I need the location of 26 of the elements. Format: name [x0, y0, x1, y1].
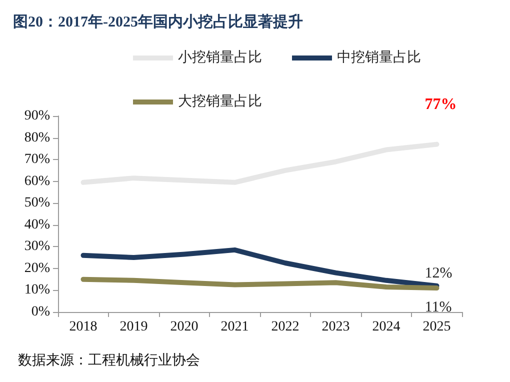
x-tick-label: 2023 [322, 320, 350, 334]
y-tick-label: 60% [24, 174, 50, 189]
y-tick-label: 50% [24, 196, 50, 211]
y-tick-label: 20% [24, 260, 50, 276]
legend-label: 小挖销量占比 [178, 50, 262, 66]
source-note: 数据来源：工程机械行业协会 [18, 352, 200, 368]
annotation: 12% [424, 265, 452, 282]
y-tick-label: 10% [24, 282, 50, 298]
y-tick-label: 80% [24, 130, 50, 146]
x-tick-label: 2022 [271, 320, 300, 334]
x-tick-label: 2024 [372, 320, 400, 334]
y-tick-label: 0% [31, 304, 50, 320]
y-tick-label: 30% [24, 239, 50, 254]
x-tick-label: 2019 [120, 320, 148, 334]
x-tick-label: 2018 [69, 320, 98, 334]
x-tick-label: 2021 [220, 320, 249, 334]
x-tick-label: 2020 [170, 320, 198, 334]
x-tick-label: 2025 [422, 320, 451, 334]
chart-title: 图20：2017年-2025年国内小挖占比显著提升 [13, 14, 303, 30]
legend-label: 大挖销量占比 [178, 94, 262, 110]
y-tick-label: 90% [24, 108, 50, 124]
annotation: 77% [424, 96, 457, 113]
y-tick-label: 40% [24, 217, 50, 232]
legend-label: 中挖销量占比 [337, 50, 421, 66]
annotation: 11% [424, 300, 452, 316]
y-tick-label: 70% [24, 152, 50, 168]
